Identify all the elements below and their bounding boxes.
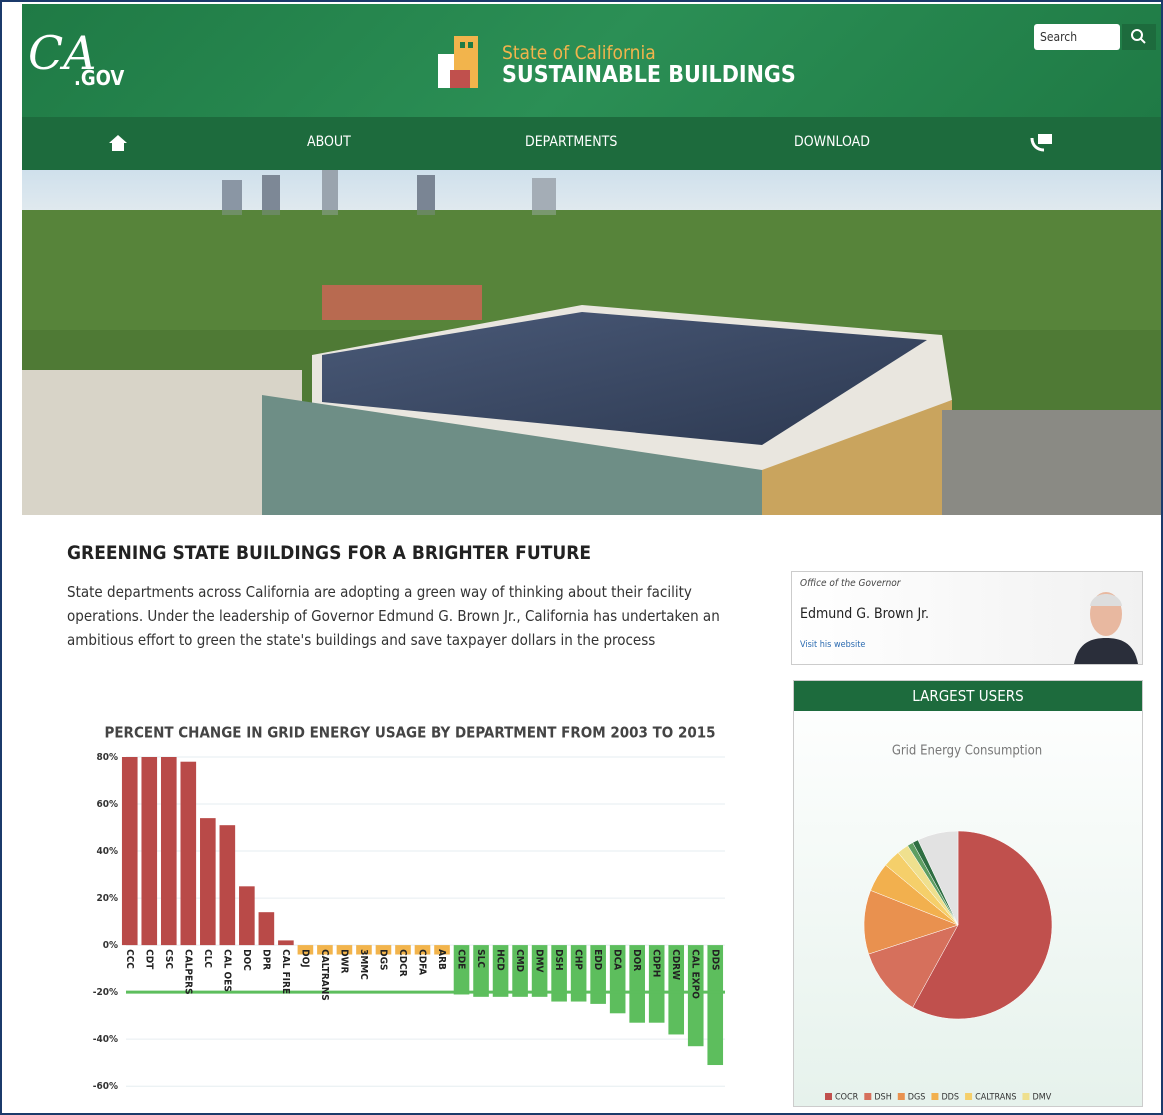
x-tick-label: DOR [631,949,642,971]
page-body: CA .GOV State of California SUSTAINABLE … [0,0,1163,1115]
search-box[interactable]: Search [1034,24,1120,50]
nav-item[interactable]: DEPARTMENTS [525,134,617,150]
hero-image [22,170,1161,515]
bar [278,940,294,945]
x-tick-label: DDS [709,949,720,970]
x-tick-label: CALPERS [182,949,193,994]
x-tick-label: CDT [143,949,154,970]
legend-swatch [965,1093,972,1100]
contact-icon[interactable] [1030,132,1054,152]
bar [161,757,177,945]
x-tick-label: CLC [202,949,213,968]
x-tick-label: SLC [475,949,486,968]
legend-swatch [931,1093,938,1100]
bar [259,912,275,945]
y-tick-label: 20% [96,893,118,904]
legend-swatch [864,1093,871,1100]
x-tick-label: CAL OES [221,949,232,992]
y-tick-label: 40% [96,846,118,857]
x-tick-label: CAL FIRE [280,949,291,994]
x-tick-label: 3MMC [358,949,369,980]
x-tick-label: HCD [495,949,506,971]
legend-label: CALTRANS [975,1093,1016,1103]
nav-item[interactable]: ABOUT [307,134,351,150]
legend-label: DDS [941,1093,959,1103]
chart-title: Grid Energy Consumption [892,744,1042,759]
site-icon [432,32,502,92]
sidebar-heading: LARGEST USERS [794,681,1142,711]
x-tick-label: CDFA [417,949,428,975]
y-tick-label: -60% [93,1081,118,1092]
home-icon[interactable] [108,134,128,152]
y-tick-label: -40% [93,1034,118,1045]
header: CA .GOV State of California SUSTAINABLE … [22,4,1161,117]
y-tick-label: 80% [96,752,118,763]
article-heading: GREENING STATE BUILDINGS FOR A BRIGHTER … [67,542,591,564]
legend-label: COCR [835,1093,859,1103]
x-tick-label: CDRW [670,949,681,980]
x-tick-label: DGS [377,949,388,970]
legend-swatch [898,1093,905,1100]
governor-name: Edmund G. Brown Jr. [800,606,929,622]
x-tick-label: CHP [573,949,584,970]
x-tick-label: CDPH [651,949,662,977]
bar [181,762,197,945]
x-tick-label: DMV [534,949,545,972]
page: Sustainable Buildings {"header":{"logo_m… [0,0,1163,1115]
x-tick-label: CDE [456,949,467,969]
y-tick-label: -20% [93,987,118,998]
bar [200,818,216,945]
chart-title: PERCENT CHANGE IN GRID ENERGY USAGE BY D… [104,724,715,742]
bar-chart: PERCENT CHANGE IN GRID ENERGY USAGE BY D… [60,715,740,1105]
governor-photo [1072,582,1140,664]
site-line1: State of California [502,42,656,64]
x-tick-label: EDD [592,949,603,970]
x-tick-label: DSH [553,949,564,970]
x-tick-label: DWR [338,949,349,973]
legend-label: DGS [908,1093,926,1103]
governor-link[interactable]: Visit his website [800,640,865,650]
y-tick-label: 0% [103,940,118,951]
x-tick-label: DPR [260,949,271,970]
legend-label: DMV [1032,1093,1051,1103]
legend-swatch [825,1093,832,1100]
bar [141,757,157,945]
x-tick-label: CDCR [397,949,408,977]
article-body: State departments across California are … [67,580,737,652]
search-button[interactable] [1122,24,1156,50]
legend-label: DSH [874,1093,891,1103]
x-tick-label: DCA [612,949,623,970]
governor-office: Office of the Governor [800,578,901,589]
legend-swatch [1022,1093,1029,1100]
bar [122,757,138,945]
x-tick-label: DOJ [299,949,310,967]
x-tick-label: CCC [124,949,135,969]
pie-chart: Grid Energy Consumption COCR DSH DGS DDS CALT… [793,715,1141,1105]
x-tick-label: CSC [163,949,174,969]
logo-sub: .GOV [74,66,124,90]
x-tick-label: CAL EXPO [690,949,701,999]
governor-card: Office of the Governor Edmund G. Brown J… [791,571,1143,665]
x-tick-label: CMD [514,949,525,972]
nav-bar: ABOUT DEPARTMENTS DOWNLOAD [22,117,1161,170]
bar [239,886,255,945]
x-tick-label: CALTRANS [319,949,330,1001]
site-line2: SUSTAINABLE BUILDINGS [502,62,796,88]
y-tick-label: 60% [96,799,118,810]
x-tick-label: ARB [436,949,447,970]
x-tick-label: DOC [241,949,252,971]
nav-item[interactable]: DOWNLOAD [794,134,870,150]
bar [220,825,236,945]
